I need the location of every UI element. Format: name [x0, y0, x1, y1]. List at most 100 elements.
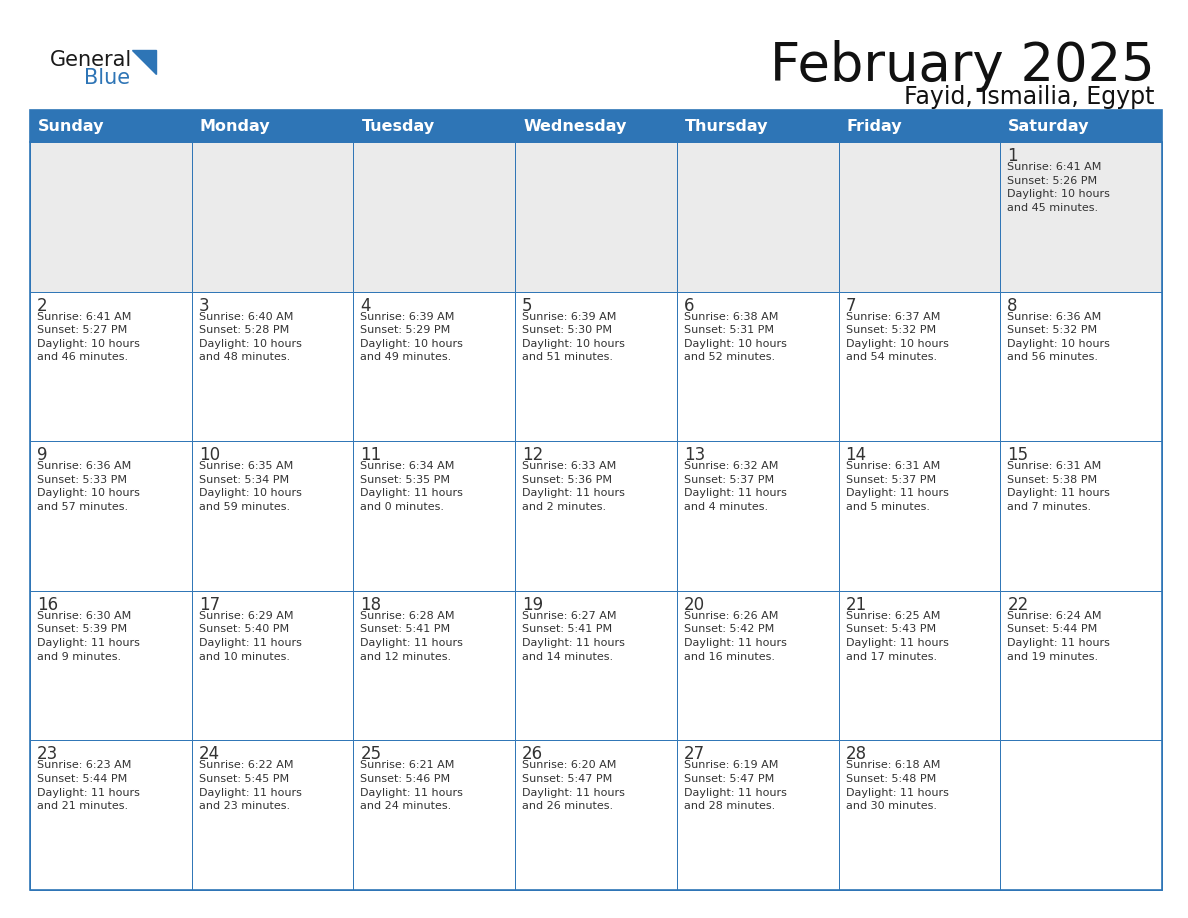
Text: 21: 21 [846, 596, 867, 614]
Text: Sunrise: 6:34 AM
Sunset: 5:35 PM
Daylight: 11 hours
and 0 minutes.: Sunrise: 6:34 AM Sunset: 5:35 PM Dayligh… [360, 461, 463, 512]
Text: Sunrise: 6:23 AM
Sunset: 5:44 PM
Daylight: 11 hours
and 21 minutes.: Sunrise: 6:23 AM Sunset: 5:44 PM Dayligh… [37, 760, 140, 812]
FancyBboxPatch shape [677, 142, 839, 292]
FancyBboxPatch shape [516, 442, 677, 591]
Text: 27: 27 [684, 745, 704, 764]
Text: Saturday: Saturday [1009, 118, 1089, 133]
Text: 13: 13 [684, 446, 706, 465]
FancyBboxPatch shape [516, 591, 677, 741]
Text: Sunrise: 6:41 AM
Sunset: 5:26 PM
Daylight: 10 hours
and 45 minutes.: Sunrise: 6:41 AM Sunset: 5:26 PM Dayligh… [1007, 162, 1110, 213]
Text: Sunrise: 6:24 AM
Sunset: 5:44 PM
Daylight: 11 hours
and 19 minutes.: Sunrise: 6:24 AM Sunset: 5:44 PM Dayligh… [1007, 610, 1110, 662]
FancyBboxPatch shape [353, 142, 516, 292]
Text: Sunrise: 6:26 AM
Sunset: 5:42 PM
Daylight: 11 hours
and 16 minutes.: Sunrise: 6:26 AM Sunset: 5:42 PM Dayligh… [684, 610, 786, 662]
Text: Sunrise: 6:36 AM
Sunset: 5:32 PM
Daylight: 10 hours
and 56 minutes.: Sunrise: 6:36 AM Sunset: 5:32 PM Dayligh… [1007, 311, 1110, 363]
Text: Sunrise: 6:19 AM
Sunset: 5:47 PM
Daylight: 11 hours
and 28 minutes.: Sunrise: 6:19 AM Sunset: 5:47 PM Dayligh… [684, 760, 786, 812]
Text: 19: 19 [523, 596, 543, 614]
Text: 25: 25 [360, 745, 381, 764]
FancyBboxPatch shape [839, 292, 1000, 442]
Text: Sunrise: 6:31 AM
Sunset: 5:38 PM
Daylight: 11 hours
and 7 minutes.: Sunrise: 6:31 AM Sunset: 5:38 PM Dayligh… [1007, 461, 1110, 512]
FancyBboxPatch shape [191, 442, 353, 591]
Text: 12: 12 [523, 446, 543, 465]
Text: 23: 23 [37, 745, 58, 764]
Text: 28: 28 [846, 745, 867, 764]
Text: 10: 10 [198, 446, 220, 465]
FancyBboxPatch shape [353, 442, 516, 591]
Text: 17: 17 [198, 596, 220, 614]
Text: 26: 26 [523, 745, 543, 764]
Text: Sunrise: 6:30 AM
Sunset: 5:39 PM
Daylight: 11 hours
and 9 minutes.: Sunrise: 6:30 AM Sunset: 5:39 PM Dayligh… [37, 610, 140, 662]
Text: Sunrise: 6:41 AM
Sunset: 5:27 PM
Daylight: 10 hours
and 46 minutes.: Sunrise: 6:41 AM Sunset: 5:27 PM Dayligh… [37, 311, 140, 363]
FancyBboxPatch shape [516, 142, 677, 292]
Text: 20: 20 [684, 596, 704, 614]
FancyBboxPatch shape [30, 142, 191, 292]
FancyBboxPatch shape [30, 292, 191, 442]
FancyBboxPatch shape [30, 110, 1162, 142]
FancyBboxPatch shape [839, 591, 1000, 741]
Text: 7: 7 [846, 297, 857, 315]
Text: Sunday: Sunday [38, 118, 105, 133]
Text: 3: 3 [198, 297, 209, 315]
FancyBboxPatch shape [839, 741, 1000, 890]
Text: 11: 11 [360, 446, 381, 465]
FancyBboxPatch shape [1000, 442, 1162, 591]
Polygon shape [132, 50, 156, 74]
Text: Sunrise: 6:39 AM
Sunset: 5:29 PM
Daylight: 10 hours
and 49 minutes.: Sunrise: 6:39 AM Sunset: 5:29 PM Dayligh… [360, 311, 463, 363]
Text: General: General [50, 50, 132, 70]
FancyBboxPatch shape [1000, 591, 1162, 741]
Text: 18: 18 [360, 596, 381, 614]
Text: Sunrise: 6:29 AM
Sunset: 5:40 PM
Daylight: 11 hours
and 10 minutes.: Sunrise: 6:29 AM Sunset: 5:40 PM Dayligh… [198, 610, 302, 662]
Text: 14: 14 [846, 446, 867, 465]
Text: 9: 9 [37, 446, 48, 465]
FancyBboxPatch shape [839, 142, 1000, 292]
FancyBboxPatch shape [677, 591, 839, 741]
Text: 1: 1 [1007, 147, 1018, 165]
Text: Sunrise: 6:22 AM
Sunset: 5:45 PM
Daylight: 11 hours
and 23 minutes.: Sunrise: 6:22 AM Sunset: 5:45 PM Dayligh… [198, 760, 302, 812]
Text: Sunrise: 6:36 AM
Sunset: 5:33 PM
Daylight: 10 hours
and 57 minutes.: Sunrise: 6:36 AM Sunset: 5:33 PM Dayligh… [37, 461, 140, 512]
FancyBboxPatch shape [516, 292, 677, 442]
FancyBboxPatch shape [1000, 741, 1162, 890]
Text: Sunrise: 6:28 AM
Sunset: 5:41 PM
Daylight: 11 hours
and 12 minutes.: Sunrise: 6:28 AM Sunset: 5:41 PM Dayligh… [360, 610, 463, 662]
Text: 8: 8 [1007, 297, 1018, 315]
Text: Thursday: Thursday [684, 118, 769, 133]
Text: Sunrise: 6:37 AM
Sunset: 5:32 PM
Daylight: 10 hours
and 54 minutes.: Sunrise: 6:37 AM Sunset: 5:32 PM Dayligh… [846, 311, 948, 363]
Text: February 2025: February 2025 [770, 40, 1155, 92]
Text: Sunrise: 6:31 AM
Sunset: 5:37 PM
Daylight: 11 hours
and 5 minutes.: Sunrise: 6:31 AM Sunset: 5:37 PM Dayligh… [846, 461, 948, 512]
Text: Sunrise: 6:27 AM
Sunset: 5:41 PM
Daylight: 11 hours
and 14 minutes.: Sunrise: 6:27 AM Sunset: 5:41 PM Dayligh… [523, 610, 625, 662]
Text: Sunrise: 6:35 AM
Sunset: 5:34 PM
Daylight: 10 hours
and 59 minutes.: Sunrise: 6:35 AM Sunset: 5:34 PM Dayligh… [198, 461, 302, 512]
FancyBboxPatch shape [30, 442, 191, 591]
Text: Sunrise: 6:39 AM
Sunset: 5:30 PM
Daylight: 10 hours
and 51 minutes.: Sunrise: 6:39 AM Sunset: 5:30 PM Dayligh… [523, 311, 625, 363]
Text: Tuesday: Tuesday [361, 118, 435, 133]
FancyBboxPatch shape [353, 741, 516, 890]
Text: 22: 22 [1007, 596, 1029, 614]
Text: Sunrise: 6:25 AM
Sunset: 5:43 PM
Daylight: 11 hours
and 17 minutes.: Sunrise: 6:25 AM Sunset: 5:43 PM Dayligh… [846, 610, 948, 662]
FancyBboxPatch shape [1000, 292, 1162, 442]
FancyBboxPatch shape [677, 442, 839, 591]
FancyBboxPatch shape [839, 442, 1000, 591]
FancyBboxPatch shape [677, 292, 839, 442]
Text: 4: 4 [360, 297, 371, 315]
FancyBboxPatch shape [30, 591, 191, 741]
Text: 24: 24 [198, 745, 220, 764]
Text: Sunrise: 6:40 AM
Sunset: 5:28 PM
Daylight: 10 hours
and 48 minutes.: Sunrise: 6:40 AM Sunset: 5:28 PM Dayligh… [198, 311, 302, 363]
Text: 2: 2 [37, 297, 48, 315]
Text: 15: 15 [1007, 446, 1029, 465]
FancyBboxPatch shape [30, 741, 191, 890]
Text: 5: 5 [523, 297, 532, 315]
FancyBboxPatch shape [516, 741, 677, 890]
FancyBboxPatch shape [353, 591, 516, 741]
Text: Sunrise: 6:33 AM
Sunset: 5:36 PM
Daylight: 11 hours
and 2 minutes.: Sunrise: 6:33 AM Sunset: 5:36 PM Dayligh… [523, 461, 625, 512]
Text: Friday: Friday [847, 118, 902, 133]
FancyBboxPatch shape [191, 142, 353, 292]
Text: Sunrise: 6:38 AM
Sunset: 5:31 PM
Daylight: 10 hours
and 52 minutes.: Sunrise: 6:38 AM Sunset: 5:31 PM Dayligh… [684, 311, 786, 363]
Text: Sunrise: 6:18 AM
Sunset: 5:48 PM
Daylight: 11 hours
and 30 minutes.: Sunrise: 6:18 AM Sunset: 5:48 PM Dayligh… [846, 760, 948, 812]
Text: Sunrise: 6:21 AM
Sunset: 5:46 PM
Daylight: 11 hours
and 24 minutes.: Sunrise: 6:21 AM Sunset: 5:46 PM Dayligh… [360, 760, 463, 812]
FancyBboxPatch shape [191, 591, 353, 741]
Text: 16: 16 [37, 596, 58, 614]
FancyBboxPatch shape [677, 741, 839, 890]
Text: Wednesday: Wednesday [523, 118, 626, 133]
Text: 6: 6 [684, 297, 694, 315]
FancyBboxPatch shape [353, 292, 516, 442]
Text: Monday: Monday [200, 118, 271, 133]
FancyBboxPatch shape [191, 292, 353, 442]
Text: Sunrise: 6:20 AM
Sunset: 5:47 PM
Daylight: 11 hours
and 26 minutes.: Sunrise: 6:20 AM Sunset: 5:47 PM Dayligh… [523, 760, 625, 812]
Text: Fayid, Ismailia, Egypt: Fayid, Ismailia, Egypt [904, 85, 1155, 109]
